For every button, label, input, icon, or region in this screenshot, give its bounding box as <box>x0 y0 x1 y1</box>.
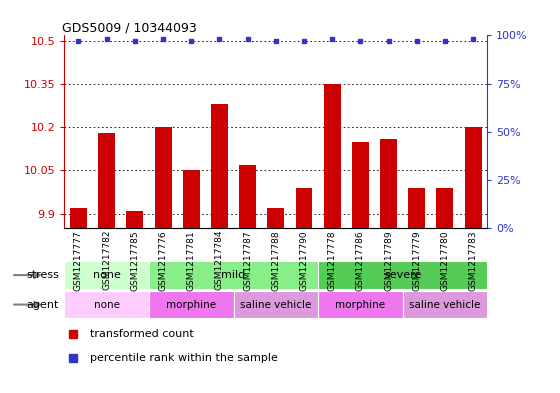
Text: GSM1217779: GSM1217779 <box>412 230 421 290</box>
Text: none: none <box>93 270 120 280</box>
Text: GSM1217783: GSM1217783 <box>469 230 478 290</box>
Bar <box>234 291 318 318</box>
Text: transformed count: transformed count <box>90 329 194 339</box>
Text: GSM1217785: GSM1217785 <box>130 230 139 290</box>
Text: percentile rank within the sample: percentile rank within the sample <box>90 353 278 363</box>
Text: GSM1217777: GSM1217777 <box>74 230 83 290</box>
Text: saline vehicle: saline vehicle <box>240 299 311 310</box>
Text: GSM1217784: GSM1217784 <box>215 230 224 290</box>
Text: GSM1217790: GSM1217790 <box>300 230 309 290</box>
Text: GSM1217780: GSM1217780 <box>440 230 450 290</box>
Text: mild: mild <box>221 270 246 280</box>
Text: stress: stress <box>26 270 59 280</box>
Bar <box>465 127 482 228</box>
Text: GSM1217781: GSM1217781 <box>186 230 196 290</box>
Bar <box>296 188 312 228</box>
Text: saline vehicle: saline vehicle <box>409 299 480 310</box>
Text: severe: severe <box>384 270 421 280</box>
Bar <box>98 133 115 228</box>
Text: GSM1217789: GSM1217789 <box>384 230 393 290</box>
Text: GSM1217787: GSM1217787 <box>243 230 252 290</box>
Text: GSM1217788: GSM1217788 <box>271 230 281 290</box>
Bar <box>267 208 284 228</box>
Text: GSM1217778: GSM1217778 <box>328 230 337 290</box>
Bar <box>155 127 171 228</box>
Bar <box>183 171 200 228</box>
Text: GSM1217782: GSM1217782 <box>102 230 111 290</box>
Bar <box>318 261 487 289</box>
Bar <box>436 188 454 228</box>
Bar <box>318 291 403 318</box>
Bar <box>149 291 234 318</box>
Bar <box>211 105 228 228</box>
Bar <box>403 291 487 318</box>
Text: GSM1217776: GSM1217776 <box>158 230 167 290</box>
Bar <box>352 142 369 228</box>
Text: morphine: morphine <box>166 299 216 310</box>
Bar <box>149 261 318 289</box>
Bar <box>408 188 425 228</box>
Bar <box>64 261 149 289</box>
Bar <box>380 139 397 228</box>
Bar <box>127 211 143 228</box>
Text: GSM1217786: GSM1217786 <box>356 230 365 290</box>
Bar <box>324 84 340 228</box>
Text: none: none <box>94 299 120 310</box>
Text: morphine: morphine <box>335 299 385 310</box>
Text: agent: agent <box>26 299 59 310</box>
Bar <box>70 208 87 228</box>
Bar <box>239 165 256 228</box>
Text: GDS5009 / 10344093: GDS5009 / 10344093 <box>62 21 197 34</box>
Bar <box>64 291 149 318</box>
